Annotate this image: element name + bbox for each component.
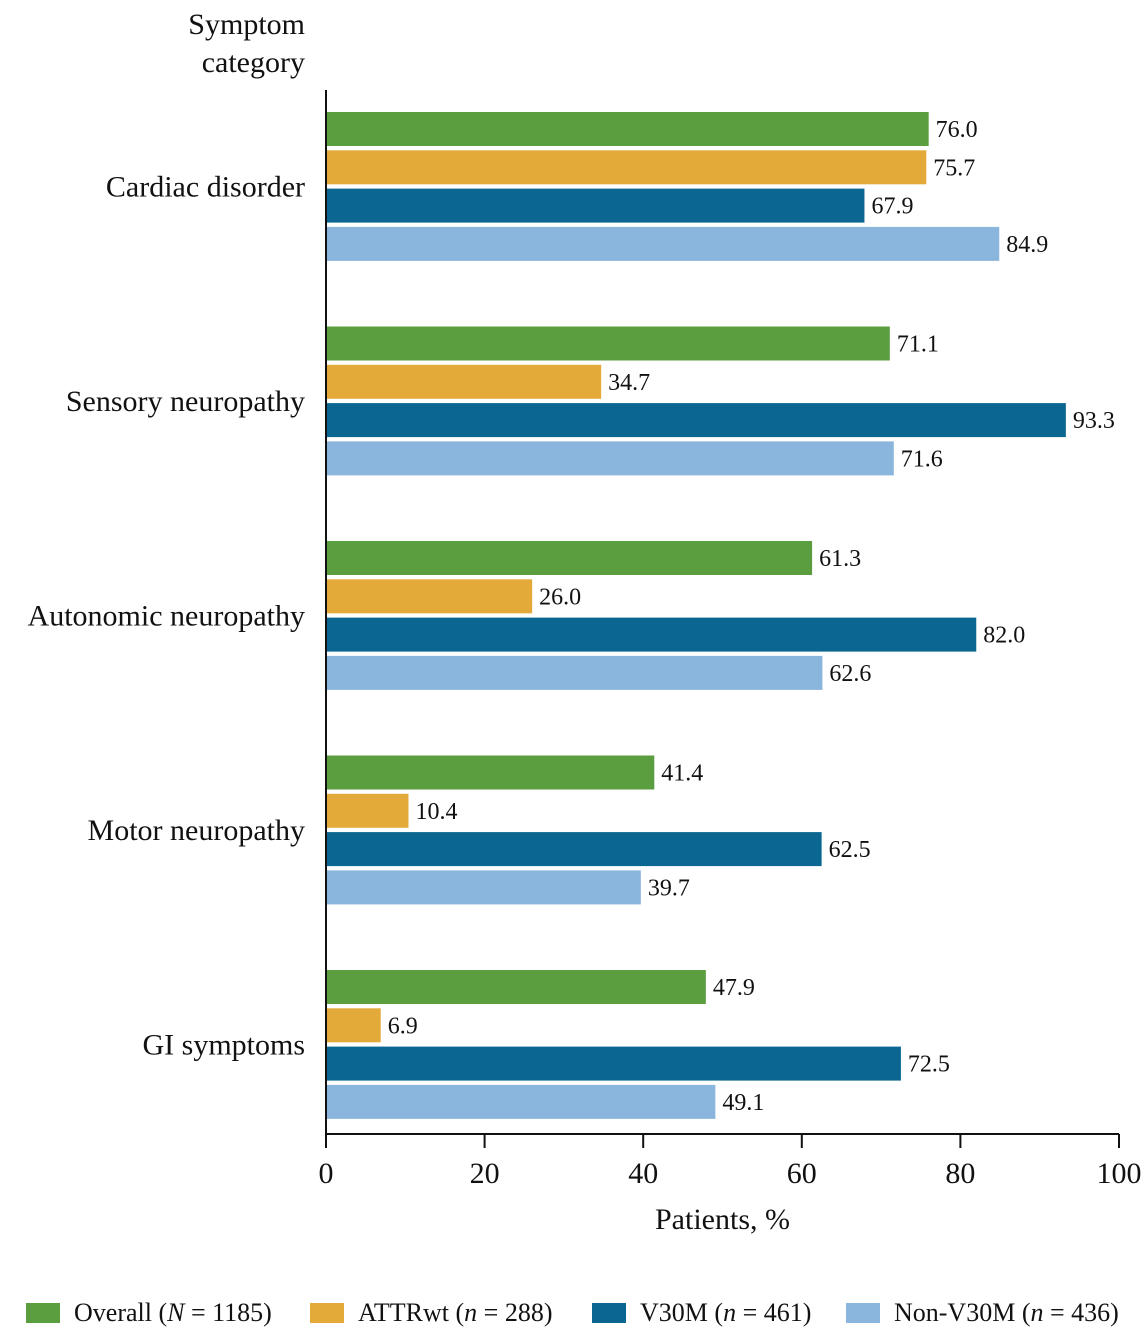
bar-gi-symptoms-attrwt bbox=[326, 1008, 381, 1043]
x-tick-label-40: 40 bbox=[628, 1157, 658, 1190]
value-label-autonomic-neuropathy-overall: 61.3 bbox=[819, 546, 861, 572]
bar-motor-neuropathy-non-v30m bbox=[326, 870, 641, 905]
y-axis-title-line-2: category bbox=[201, 46, 305, 79]
legend-item-attrwt: ATTRwt (n = 288) bbox=[310, 1298, 553, 1328]
bar-chart: 76.0 75.7 67.9 84.9 Cardiac disorder 71.1 34.7… bbox=[28, 90, 1142, 1236]
value-label-gi-symptoms-overall: 47.9 bbox=[713, 975, 755, 1001]
bar-sensory-neuropathy-non-v30m bbox=[326, 441, 894, 476]
legend-swatch-v30m bbox=[592, 1303, 626, 1323]
x-tick-label-0: 0 bbox=[319, 1157, 334, 1190]
legend-label-attrwt: ATTRwt (n = 288) bbox=[358, 1298, 553, 1327]
legend-label-v30m: V30M (n = 461) bbox=[640, 1298, 812, 1327]
bar-autonomic-neuropathy-v30m bbox=[326, 617, 977, 652]
x-axis-title: Patients, % bbox=[655, 1203, 790, 1236]
bar-cardiac-disorder-attrwt bbox=[326, 150, 927, 185]
value-label-motor-neuropathy-non-v30m: 39.7 bbox=[648, 875, 690, 901]
legend-item-v30m: V30M (n = 461) bbox=[592, 1298, 811, 1328]
value-label-gi-symptoms-non-v30m: 49.1 bbox=[722, 1090, 764, 1116]
value-label-cardiac-disorder-attrwt: 75.7 bbox=[933, 155, 975, 181]
bar-gi-symptoms-v30m bbox=[326, 1046, 901, 1081]
category-label-motor-neuropathy: Motor neuropathy bbox=[88, 814, 305, 847]
bar-motor-neuropathy-v30m bbox=[326, 832, 822, 867]
bar-motor-neuropathy-overall bbox=[326, 755, 655, 790]
bar-motor-neuropathy-attrwt bbox=[326, 793, 409, 828]
value-label-gi-symptoms-v30m: 72.5 bbox=[908, 1052, 950, 1078]
bar-sensory-neuropathy-attrwt bbox=[326, 364, 602, 399]
bar-cardiac-disorder-non-v30m bbox=[326, 226, 1000, 261]
x-tick-label-100: 100 bbox=[1097, 1157, 1142, 1190]
value-label-cardiac-disorder-overall: 76.0 bbox=[936, 117, 978, 143]
bar-cardiac-disorder-v30m bbox=[326, 188, 865, 223]
y-axis-title-line-1: Symptom bbox=[188, 8, 305, 41]
x-tick-label-60: 60 bbox=[787, 1157, 817, 1190]
value-label-autonomic-neuropathy-non-v30m: 62.6 bbox=[829, 661, 871, 687]
value-label-motor-neuropathy-v30m: 62.5 bbox=[829, 837, 871, 863]
legend-swatch-overall bbox=[26, 1303, 60, 1323]
value-label-autonomic-neuropathy-v30m: 82.0 bbox=[983, 623, 1025, 649]
bar-cardiac-disorder-overall bbox=[326, 112, 929, 146]
value-label-cardiac-disorder-non-v30m: 84.9 bbox=[1006, 232, 1048, 258]
value-label-motor-neuropathy-overall: 41.4 bbox=[661, 761, 703, 787]
category-label-gi-symptoms: GI symptoms bbox=[142, 1029, 305, 1062]
category-label-autonomic-neuropathy: Autonomic neuropathy bbox=[28, 600, 305, 633]
legend-item-overall: Overall (N = 1185) bbox=[26, 1298, 272, 1328]
bar-autonomic-neuropathy-non-v30m bbox=[326, 655, 823, 690]
value-label-cardiac-disorder-v30m: 67.9 bbox=[871, 194, 913, 220]
bar-sensory-neuropathy-overall bbox=[326, 326, 890, 361]
value-label-sensory-neuropathy-v30m: 93.3 bbox=[1073, 408, 1115, 434]
legend-swatch-attrwt bbox=[310, 1303, 344, 1323]
bar-autonomic-neuropathy-attrwt bbox=[326, 579, 533, 614]
legend: Overall (N = 1185) ATTRwt (n = 288) V30M… bbox=[0, 1298, 1148, 1336]
value-label-autonomic-neuropathy-attrwt: 26.0 bbox=[539, 584, 581, 610]
legend-swatch-non-v30m bbox=[846, 1303, 880, 1323]
legend-item-non-v30m: Non-V30M (n = 436) bbox=[846, 1298, 1119, 1328]
value-label-sensory-neuropathy-attrwt: 34.7 bbox=[608, 370, 650, 396]
category-label-cardiac-disorder: Cardiac disorder bbox=[106, 171, 305, 204]
value-label-sensory-neuropathy-overall: 71.1 bbox=[897, 332, 939, 358]
value-label-gi-symptoms-attrwt: 6.9 bbox=[388, 1013, 418, 1039]
bar-gi-symptoms-non-v30m bbox=[326, 1084, 716, 1119]
bar-gi-symptoms-overall bbox=[326, 970, 706, 1004]
x-tick-label-20: 20 bbox=[470, 1157, 500, 1190]
value-label-sensory-neuropathy-non-v30m: 71.6 bbox=[901, 446, 943, 472]
bar-autonomic-neuropathy-overall bbox=[326, 541, 813, 575]
category-label-sensory-neuropathy: Sensory neuropathy bbox=[66, 385, 305, 418]
legend-label-non-v30m: Non-V30M (n = 436) bbox=[894, 1298, 1119, 1327]
value-label-motor-neuropathy-attrwt: 10.4 bbox=[415, 799, 457, 825]
y-axis-title: Symptom category bbox=[188, 6, 305, 82]
legend-label-overall: Overall (N = 1185) bbox=[74, 1298, 272, 1327]
x-tick-label-80: 80 bbox=[945, 1157, 975, 1190]
bar-sensory-neuropathy-v30m bbox=[326, 403, 1066, 438]
